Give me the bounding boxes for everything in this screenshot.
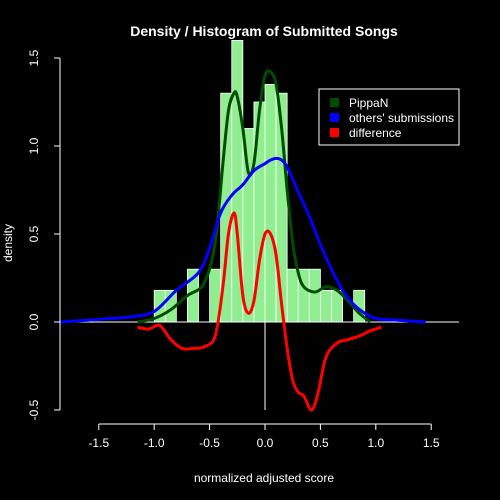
legend-label-pippan: PippaN (349, 96, 388, 110)
legend-swatch-others-submissions (330, 113, 339, 122)
x-tick-label: -1.5 (88, 436, 109, 450)
histogram-bar (320, 289, 332, 323)
x-tick-label: 0.5 (312, 436, 329, 450)
x-tick-label: 1.5 (423, 436, 440, 450)
y-tick-label: 1.0 (27, 137, 41, 154)
legend-label-others-submissions: others' submissions (349, 111, 454, 125)
x-tick-label: 0.0 (257, 436, 274, 450)
histogram-bar (308, 268, 321, 323)
x-tick-label: -1.0 (144, 436, 165, 450)
y-tick-label: 1.5 (27, 49, 41, 66)
legend-label-difference: difference (349, 126, 402, 140)
y-axis: -0.5 0.0 0.5 1.0 1.5 (27, 49, 61, 420)
legend-box (318, 88, 460, 146)
series-line-others-submissions (59, 156, 426, 324)
x-axis: -1.5 -1.0 -0.5 0.0 0.5 1.0 1.5 (88, 423, 440, 450)
x-axis-label: normalized adjusted score (194, 471, 334, 485)
y-axis-label: density (1, 224, 15, 262)
density-curves (59, 69, 426, 412)
series-line-difference (137, 211, 382, 412)
histogram-bar (242, 127, 255, 323)
legend-swatch-pippan (330, 98, 339, 107)
legend-swatch-difference (330, 128, 339, 137)
series-line-pippan (137, 69, 372, 324)
x-tick-label: -0.5 (199, 436, 220, 450)
histogram-bar (286, 268, 299, 323)
zero-reference-lines (60, 321, 459, 410)
y-tick-label: 0.5 (27, 225, 41, 242)
y-tick-label: 0.0 (27, 313, 41, 330)
chart-title: Density / Histogram of Submitted Songs (130, 23, 398, 39)
y-tick-label: -0.5 (27, 399, 41, 420)
x-tick-label: 1.0 (367, 436, 384, 450)
histogram-bar (264, 84, 277, 323)
